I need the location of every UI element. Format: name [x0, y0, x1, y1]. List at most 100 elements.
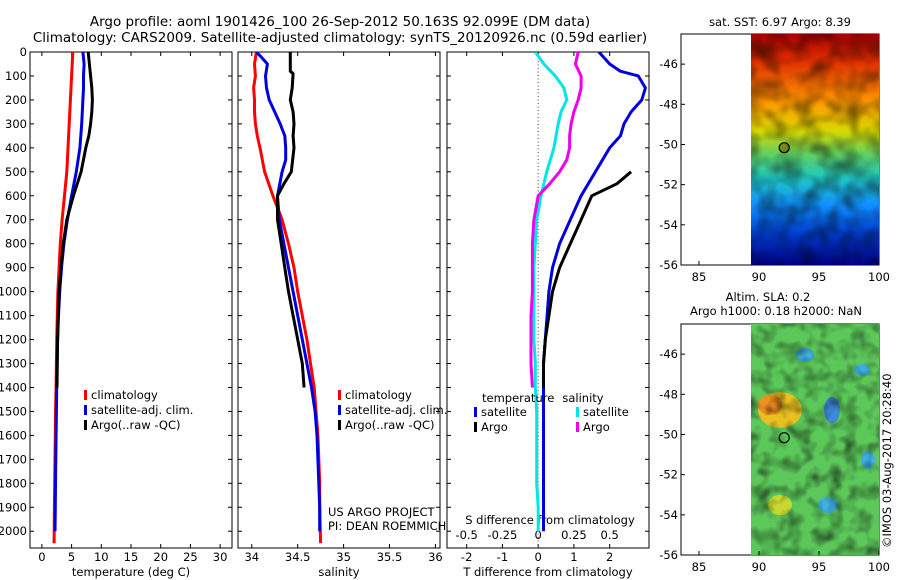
temperature-xtick-label: 0 [38, 550, 45, 564]
differences-xtick-label: 2 [606, 550, 613, 564]
sst-map-ytick-label: -54 [659, 218, 678, 232]
salinity-difference-tick-label: -0.5 [455, 528, 477, 542]
depth-tick-label: 200 [5, 93, 27, 107]
difference-legend-label: Argo [481, 420, 508, 434]
depth-tick-label: 400 [5, 141, 27, 155]
sla-map-ytick-label: -50 [659, 427, 678, 441]
salinity-legend-swatch [338, 390, 341, 400]
sst-map-xtick-label: 90 [752, 270, 767, 284]
sla-map-ytick-label: -46 [659, 347, 678, 361]
imos-stamp: ©IMOS 03-Aug-2017 20:28:40 [880, 373, 894, 548]
float-position-marker [778, 142, 790, 154]
temperature-legend-swatch [84, 390, 87, 400]
differences-series-line [532, 52, 569, 532]
temperature-xtick-label: 25 [183, 550, 198, 564]
depth-tick-label: 2000 [0, 524, 27, 538]
sla-map-title-line1: Altim. SLA: 0.2 [726, 290, 811, 304]
sla-map-ytick-label: -54 [659, 508, 678, 522]
figure-title-line2: Climatology: CARS2009. Satellite-adjuste… [33, 30, 647, 46]
sst-map-xtick-label: 95 [812, 270, 827, 284]
difference-legend-title: salinity [562, 391, 603, 405]
sst-map-ytick-label: -50 [659, 137, 678, 151]
sla-map-xtick-label: 100 [868, 560, 890, 574]
difference-legend-title: temperature [482, 391, 554, 405]
salinity-difference-tick-label: 0 [535, 528, 542, 542]
difference-legend-swatch [576, 407, 579, 417]
salinity-profile-plot: 34 34.5 35 35.5 36 salinity climatologysatelli… [237, 51, 447, 579]
depth-tick-label: 1400 [0, 380, 27, 394]
temperature-legend-swatch [84, 420, 87, 430]
depth-tick-label: 600 [5, 189, 27, 203]
depth-tick-label: 700 [5, 213, 27, 227]
sla-map: 85 90 95 100 -46 -48 -50 -52 -54 -56 [659, 323, 890, 574]
depth-tick-label: 1000 [0, 285, 27, 299]
sla-map-xtick-label: 95 [812, 560, 827, 574]
difference-legend-swatch [474, 422, 477, 432]
difference-legend-label: satellite [583, 405, 629, 419]
sst-map-ytick-label: -46 [659, 57, 678, 71]
sst-map-xtick-label: 100 [868, 270, 890, 284]
sst-map-ytick-label: -56 [659, 258, 678, 272]
depth-tick-label: 0 [20, 45, 27, 59]
depth-tick-label: 500 [5, 165, 27, 179]
temperature-legend-swatch [84, 405, 87, 415]
depth-tick-label: 1700 [0, 452, 27, 466]
salinity-xlabel: salinity [318, 565, 359, 579]
depth-tick-label: 1600 [0, 428, 27, 442]
salinity-legend-label: Argo(..raw -QC) [345, 418, 435, 432]
sla-map-ytick-label: -52 [659, 468, 678, 482]
temperature-xtick-label: 30 [213, 550, 228, 564]
sla-map-ytick-label: -56 [659, 548, 678, 562]
temperature-profile-plot: 0100200300400500600700800900100011001200… [0, 45, 233, 579]
depth-tick-label: 300 [5, 117, 27, 131]
salinity-series-line [255, 52, 322, 532]
temperature-xtick-label: 10 [94, 550, 109, 564]
project-credit: US ARGO PROJECT [328, 505, 436, 519]
figure-title-line1: Argo profile: aoml 1901426_100 26-Sep-20… [90, 14, 590, 30]
difference-legend-swatch [576, 422, 579, 432]
salinity-difference-tick-label: -0.25 [488, 528, 518, 542]
float-position-marker [778, 432, 790, 444]
differences-series-line [529, 52, 583, 388]
sst-map: 85 90 95 100 -46 -48 -50 -52 -54 -56 [659, 33, 890, 284]
difference-legend-label: Argo [583, 420, 610, 434]
temperature-frame [29, 51, 233, 549]
salinity-difference-axis-label: S difference from climatology [465, 513, 635, 527]
temperature-xtick-label: 5 [68, 550, 75, 564]
salinity-legend-label: satellite-adj. clim. [345, 403, 447, 417]
salinity-xtick-label: 35 [336, 550, 351, 564]
temperature-xtick-label: 15 [124, 550, 139, 564]
salinity-series-line [276, 52, 306, 388]
depth-tick-label: 1900 [0, 500, 27, 514]
differences-xtick-label: -1 [497, 550, 508, 564]
salinity-frame [237, 51, 441, 549]
differences-xtick-label: -2 [461, 550, 472, 564]
sla-heatmap-texture [751, 324, 879, 555]
sla-map-xtick-label: 85 [692, 560, 707, 574]
pi-credit: PI: DEAN ROEMMICH [328, 519, 446, 533]
sla-map-xtick-label: 90 [752, 560, 767, 574]
salinity-legend-swatch [338, 420, 341, 430]
depth-tick-label: 1100 [0, 309, 27, 323]
differences-series-line [542, 52, 647, 532]
salinity-xtick-label: 35.5 [377, 550, 403, 564]
depth-tick-label: 1300 [0, 356, 27, 370]
differences-series-line [542, 170, 633, 388]
sst-heatmap-texture [751, 34, 879, 265]
salinity-xtick-label: 36 [428, 550, 443, 564]
sst-map-title: sat. SST: 6.97 Argo: 8.39 [709, 15, 851, 29]
salinity-xtick-label: 34 [244, 550, 259, 564]
salinity-xtick-label: 34.5 [285, 550, 311, 564]
sst-map-ytick-label: -48 [659, 97, 678, 111]
differences-xtick-label: 0 [535, 550, 542, 564]
temperature-legend-label: satellite-adj. clim. [91, 403, 193, 417]
differences-xlabel: T difference from climatology [462, 565, 633, 579]
differences-xtick-label: 1 [570, 550, 577, 564]
sst-map-xtick-label: 85 [692, 270, 707, 284]
depth-tick-label: 1500 [0, 404, 27, 418]
temperature-legend-label: Argo(..raw -QC) [91, 418, 181, 432]
depth-tick-label: 900 [5, 261, 27, 275]
temperature-series-line [55, 52, 94, 388]
sla-map-title-line2: Argo h1000: 0.18 h2000: NaN [690, 304, 862, 318]
